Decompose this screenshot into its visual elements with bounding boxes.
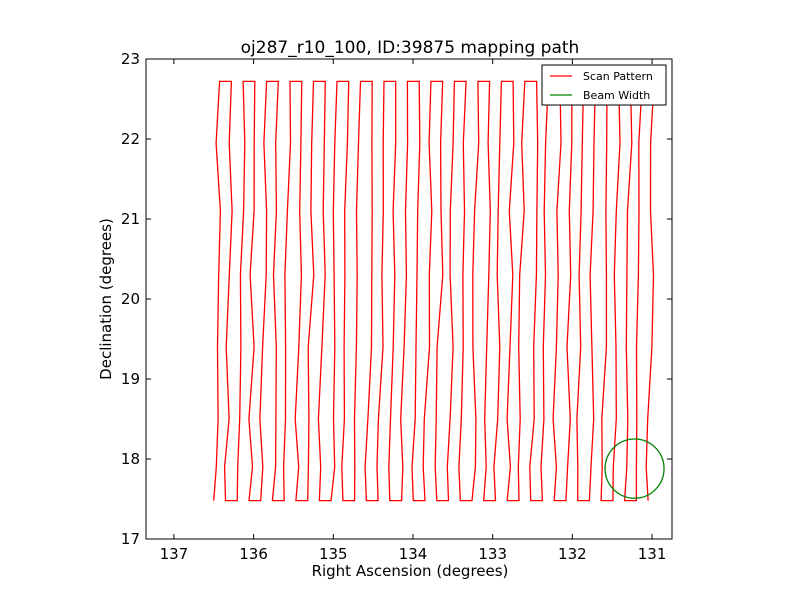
y-tick-label: 18 — [121, 450, 140, 468]
y-tick-label: 20 — [121, 290, 140, 308]
y-tick-label: 23 — [121, 50, 140, 68]
y-tick-label: 17 — [121, 530, 140, 548]
x-tick-label: 134 — [399, 545, 428, 563]
y-axis-ticks: 17 18 19 20 21 22 23 — [121, 50, 672, 548]
legend-box — [541, 64, 667, 106]
plot-area — [213, 80, 665, 502]
y-tick-label: 19 — [121, 370, 140, 388]
legend: Scan Pattern Beam Width — [541, 64, 667, 106]
y-tick-label: 22 — [121, 130, 140, 148]
x-tick-label: 137 — [160, 545, 189, 563]
x-tick-label: 136 — [239, 545, 268, 563]
x-tick-label: 131 — [638, 545, 667, 563]
legend-label-beam-width: Beam Width — [583, 89, 650, 102]
scan-pattern-line — [213, 80, 655, 502]
x-axis-label: Right Ascension (degrees) — [312, 562, 509, 580]
chart-title: oj287_r10_100, ID:39875 mapping path — [241, 38, 580, 58]
x-axis-ticks: 137 136 135 134 133 132 131 — [160, 59, 667, 563]
x-tick-label: 132 — [558, 545, 587, 563]
legend-label-scan-pattern: Scan Pattern — [583, 70, 653, 83]
y-axis-label: Declination (degrees) — [97, 218, 115, 380]
beam-width-circle — [604, 438, 665, 499]
x-tick-label: 133 — [478, 545, 507, 563]
x-tick-label: 135 — [319, 545, 348, 563]
y-tick-label: 21 — [121, 210, 140, 228]
